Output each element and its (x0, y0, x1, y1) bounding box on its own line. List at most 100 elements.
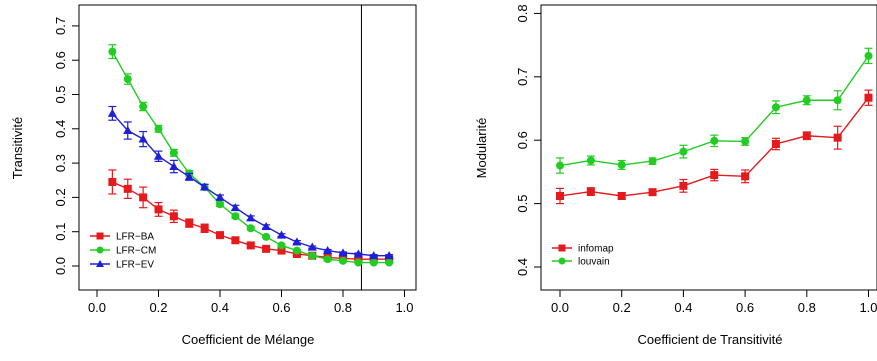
legend-label: LFR−BA (116, 232, 154, 243)
data-point (139, 193, 148, 202)
x-tick-label: 0.0 (551, 300, 569, 315)
legend-label: LFR−EV (116, 260, 154, 271)
data-point (307, 242, 317, 251)
x-tick-label: 1.0 (395, 300, 413, 315)
y-tick-label: 0.7 (515, 68, 530, 86)
data-point (230, 203, 240, 212)
data-point (262, 232, 271, 241)
x-tick-label: 1.0 (859, 300, 877, 315)
data-point (153, 151, 164, 160)
legend-marker (95, 259, 105, 268)
data-point (741, 137, 750, 146)
data-point (556, 161, 564, 170)
legend-marker (96, 232, 104, 240)
data-point (215, 192, 225, 201)
data-point (200, 224, 209, 233)
series-LFR−CM (108, 44, 394, 267)
y-tick-label: 0.4 (515, 258, 530, 276)
data-point (353, 249, 363, 258)
data-point (184, 172, 194, 181)
data-point (586, 156, 595, 165)
data-point (617, 191, 626, 200)
data-point (169, 161, 179, 170)
y-tick-label: 0.1 (53, 223, 68, 241)
data-point (246, 224, 255, 233)
data-point (154, 205, 163, 214)
data-point (339, 256, 347, 265)
data-point (864, 51, 873, 60)
data-point (123, 75, 132, 84)
data-point (200, 182, 210, 191)
data-point (108, 177, 117, 186)
data-point (385, 258, 394, 267)
data-point (864, 93, 873, 102)
data-point (710, 136, 719, 145)
legend-label: infomap (578, 244, 614, 255)
legend-label: LFR−CM (116, 246, 156, 257)
y-axis-label: Modularité (474, 118, 489, 179)
series-LFR−EV (107, 105, 394, 260)
data-point (556, 191, 564, 200)
data-point (154, 124, 163, 133)
x-tick-label: 0.2 (149, 300, 167, 315)
data-point (369, 251, 379, 260)
y-tick-label: 0.4 (53, 120, 68, 138)
x-tick-label: 0.8 (334, 300, 352, 315)
x-tick-label: 0.4 (674, 300, 692, 315)
data-point (771, 103, 780, 112)
x-tick-label: 0.8 (798, 300, 816, 315)
data-point (246, 213, 256, 222)
data-point (216, 231, 224, 240)
data-point (262, 244, 271, 253)
data-point (648, 188, 657, 197)
data-point (323, 255, 332, 264)
series-line (559, 55, 870, 167)
data-point (169, 212, 178, 221)
data-point (216, 200, 224, 209)
plot-frame (540, 4, 877, 291)
chart-panel-2: 0.0 0.2 0.4 0.6 0.8 1.0 0.4 0.5 0.6 0.7 0.8 Coeffic… (474, 4, 877, 347)
series-infomap (556, 89, 873, 205)
data-point (323, 245, 333, 255)
data-point (107, 108, 117, 117)
data-point (231, 236, 240, 245)
data-point (679, 181, 688, 190)
data-point (123, 184, 132, 193)
data-point (802, 96, 811, 105)
data-point (586, 187, 595, 196)
data-point (169, 148, 178, 157)
data-point (771, 140, 780, 149)
y-tick-label: 0.3 (53, 154, 68, 172)
x-tick-label: 0.4 (211, 300, 229, 315)
data-point (679, 147, 688, 156)
data-point (277, 241, 286, 250)
data-point (292, 237, 302, 246)
data-point (185, 219, 194, 228)
legend-marker (558, 244, 566, 252)
data-point (277, 246, 286, 255)
data-point (384, 251, 394, 260)
x-tick-label: 0.0 (88, 300, 106, 315)
x-tick-label: 0.2 (613, 300, 631, 315)
data-point (802, 131, 811, 140)
y-tick-label: 0.6 (515, 131, 530, 149)
chart-panel-1: 0.0 0.2 0.4 0.6 0.8 1.0 0.0 0.1 0.2 0.3 0.4 0.5 0.6 0… (10, 4, 417, 347)
y-tick-label: 0.6 (53, 51, 68, 69)
data-point (261, 221, 271, 231)
y-tick-label: 0.7 (53, 17, 68, 35)
data-point (648, 157, 657, 166)
data-point (308, 251, 317, 260)
x-axis-label: Coefficient de Mélange (182, 332, 315, 347)
data-point (833, 96, 842, 105)
series-louvain (556, 47, 873, 174)
data-point (292, 246, 301, 255)
legend-marker (96, 246, 104, 254)
y-tick-label: 0.5 (515, 195, 530, 213)
y-tick-label: 0.8 (515, 4, 530, 22)
legend-marker (558, 257, 566, 265)
data-point (276, 230, 287, 239)
y-tick-label: 0.2 (53, 188, 68, 206)
y-axis-label: Transitivité (10, 117, 25, 179)
